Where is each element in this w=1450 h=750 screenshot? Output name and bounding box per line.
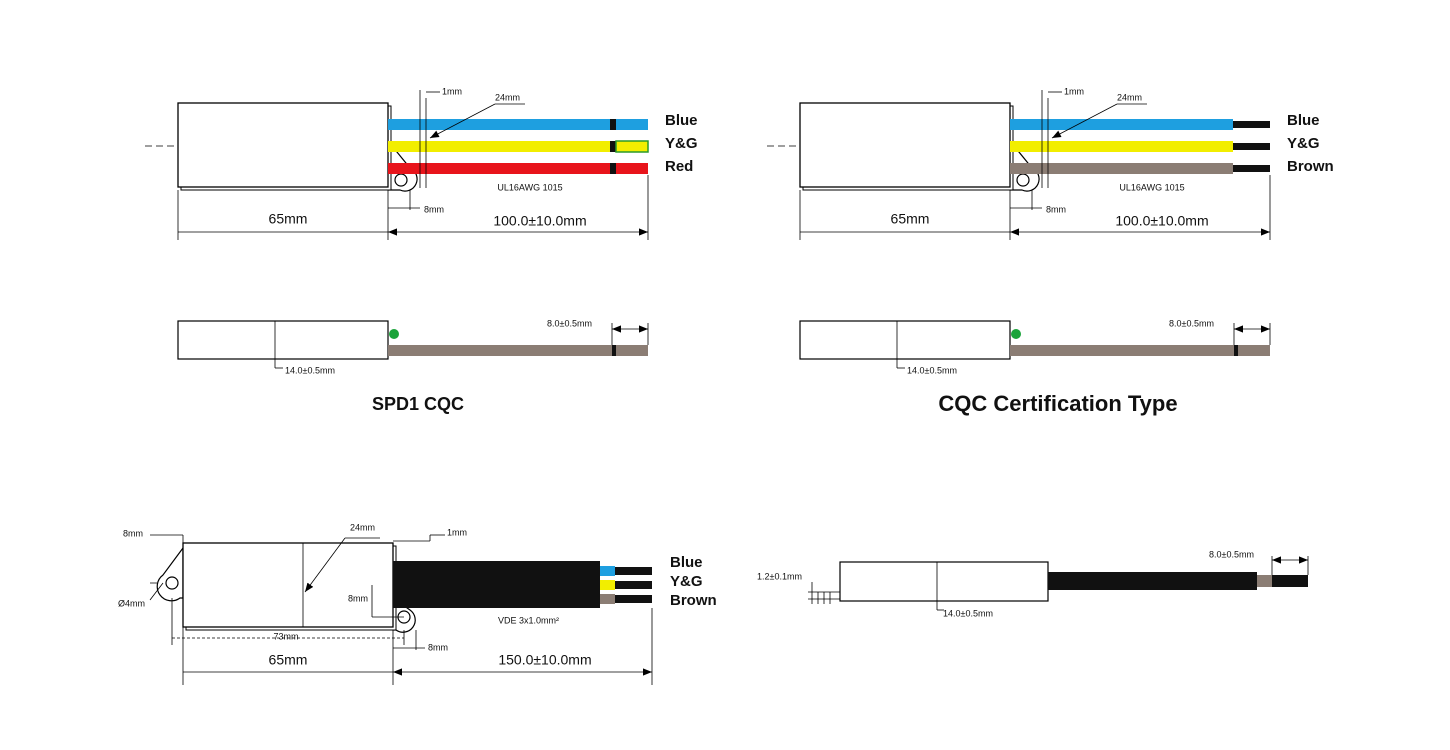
wire-end [616, 345, 648, 356]
cable-spec: UL16AWG 1015 [497, 182, 562, 192]
wire-end [615, 140, 649, 153]
cable [393, 561, 600, 608]
wire-label: Brown [670, 592, 717, 609]
wire-end [1233, 121, 1270, 128]
dimension-label: 65mm [269, 211, 308, 227]
wire-end [1233, 143, 1270, 150]
wire-end [615, 581, 652, 589]
wire-band [612, 345, 616, 356]
dimension-label: 100.0±10.0mm [1115, 213, 1208, 229]
wire-end [1238, 345, 1270, 356]
dimension-label: 8mm [348, 593, 368, 603]
dimension-label: 1.2±0.1mm [757, 571, 802, 581]
wire [388, 163, 610, 174]
mount-hole [394, 173, 408, 187]
dimension-label: 14.0±0.5mm [943, 608, 993, 618]
dimension-label: 8.0±0.5mm [547, 318, 592, 328]
wire-label: Blue [1287, 112, 1320, 129]
mount-hole [165, 576, 179, 590]
dimension-label: 8mm [1046, 204, 1066, 214]
body-side [839, 561, 1049, 602]
caption: CQC Certification Type [938, 391, 1177, 416]
dimension-label: 8mm [123, 528, 143, 538]
wire-end [615, 567, 652, 575]
dimension-label: 14.0±0.5mm [285, 365, 335, 375]
dimension-label: 1mm [442, 86, 462, 96]
wire-band [1234, 345, 1238, 356]
dimension-label: 150.0±10.0mm [498, 652, 591, 668]
dimension-label: 8.0±0.5mm [1209, 549, 1254, 559]
dimension-line [304, 537, 346, 593]
wire [600, 594, 615, 604]
wire-end [1272, 575, 1308, 587]
body-side [177, 320, 389, 360]
dimension-label: Ø4mm [118, 598, 145, 608]
dimension-label: 14.0±0.5mm [907, 365, 957, 375]
wire-label: Y&G [1287, 135, 1320, 152]
wire [388, 119, 610, 130]
cable-spec: UL16AWG 1015 [1119, 182, 1184, 192]
body [182, 542, 394, 628]
wire [1010, 345, 1234, 356]
dimension-line [149, 582, 164, 601]
dimension-label: 65mm [269, 652, 308, 668]
mount-tab [156, 546, 184, 602]
wire-label: Red [665, 158, 693, 175]
cable [1048, 572, 1257, 590]
dimension-label: 1mm [1064, 86, 1084, 96]
dimension-label: 65mm [891, 211, 930, 227]
body-side [799, 320, 1011, 360]
wire-band [610, 141, 616, 152]
wire [1010, 119, 1233, 130]
wire [388, 345, 612, 356]
wire-label: Blue [665, 112, 698, 129]
wire [600, 566, 615, 576]
caption: SPD1 CQC [372, 394, 464, 414]
wire-label: Y&G [665, 135, 698, 152]
dimension-label: 8mm [424, 204, 444, 214]
body [177, 102, 389, 188]
wire-end [1233, 165, 1270, 172]
body [799, 102, 1011, 188]
dimension-line [1051, 103, 1118, 139]
wire-end [616, 163, 648, 174]
dimension-label: 1mm [447, 527, 467, 537]
indicator [389, 329, 399, 339]
wire [600, 580, 615, 590]
dimension-label: 24mm [350, 522, 375, 532]
dimension-label: 100.0±10.0mm [493, 213, 586, 229]
wire [1257, 575, 1272, 587]
dimension-label: 8mm [428, 642, 448, 652]
wire-band [610, 163, 616, 174]
wire-end [616, 119, 648, 130]
wire [1010, 141, 1233, 152]
wire [1010, 163, 1233, 174]
wire-label: Brown [1287, 158, 1334, 175]
dimension-label: 73mm [273, 631, 298, 641]
wire-label: Blue [670, 554, 703, 571]
wire [388, 141, 610, 152]
dimension-line [429, 103, 496, 139]
dimension-label: 24mm [1117, 92, 1142, 102]
dimension-label: 24mm [495, 92, 520, 102]
indicator [1011, 329, 1021, 339]
wire-label: Y&G [670, 573, 703, 590]
wire-band [610, 119, 616, 130]
dimension-label: 8.0±0.5mm [1169, 318, 1214, 328]
mount-hole [1016, 173, 1030, 187]
cable-spec: VDE 3x1.0mm² [498, 615, 559, 625]
wire-end [615, 595, 652, 603]
